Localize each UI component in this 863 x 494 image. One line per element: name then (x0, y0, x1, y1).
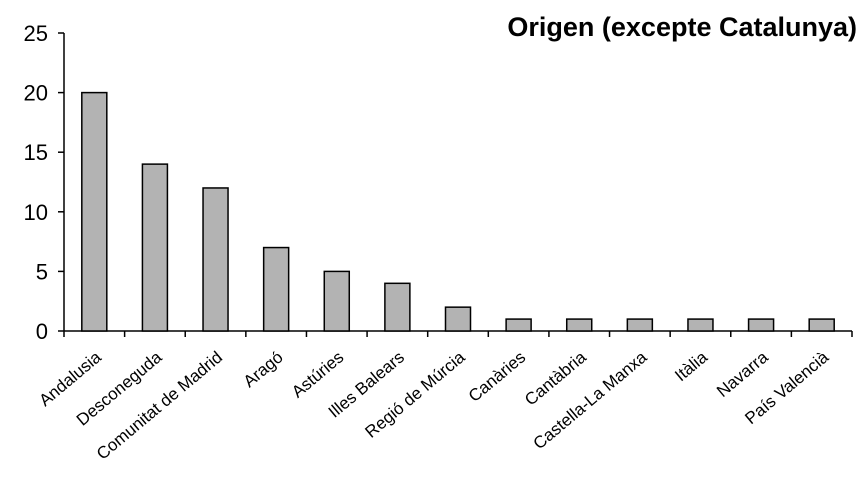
y-axis: 0 5 10 15 20 25 (24, 21, 65, 344)
bar (81, 91, 108, 332)
x-axis (63, 330, 853, 337)
y-tick-label: 25 (24, 21, 48, 46)
bar (444, 306, 472, 332)
chart-title: Origen (excepte Catalunya) (507, 12, 857, 42)
y-tick-label: 5 (36, 259, 48, 284)
y-tick-label: 15 (24, 140, 48, 165)
bar (384, 282, 411, 332)
y-tick-label: 20 (24, 81, 48, 106)
bar (262, 246, 290, 332)
bar (565, 318, 593, 332)
y-tick-label: 0 (36, 319, 48, 344)
x-tick-label: Navarra (713, 347, 772, 401)
y-tick-label: 10 (24, 200, 48, 225)
bar (505, 318, 532, 332)
bar (202, 187, 229, 332)
x-tick-label: Itàlia (671, 347, 711, 385)
bar (626, 318, 654, 332)
x-tick-label: Castella-La Manxa (530, 347, 651, 453)
bar (141, 163, 169, 332)
bar-series (81, 91, 835, 332)
x-tick-label: Astúries (288, 348, 347, 402)
bar (808, 318, 835, 332)
bar (687, 318, 714, 332)
x-tick-label: Canàries (465, 348, 529, 406)
x-tick-label: Regió de Múrcia (362, 347, 469, 441)
x-tick-label: Aragó (240, 348, 287, 392)
bar (323, 270, 351, 332)
bar (747, 318, 775, 332)
